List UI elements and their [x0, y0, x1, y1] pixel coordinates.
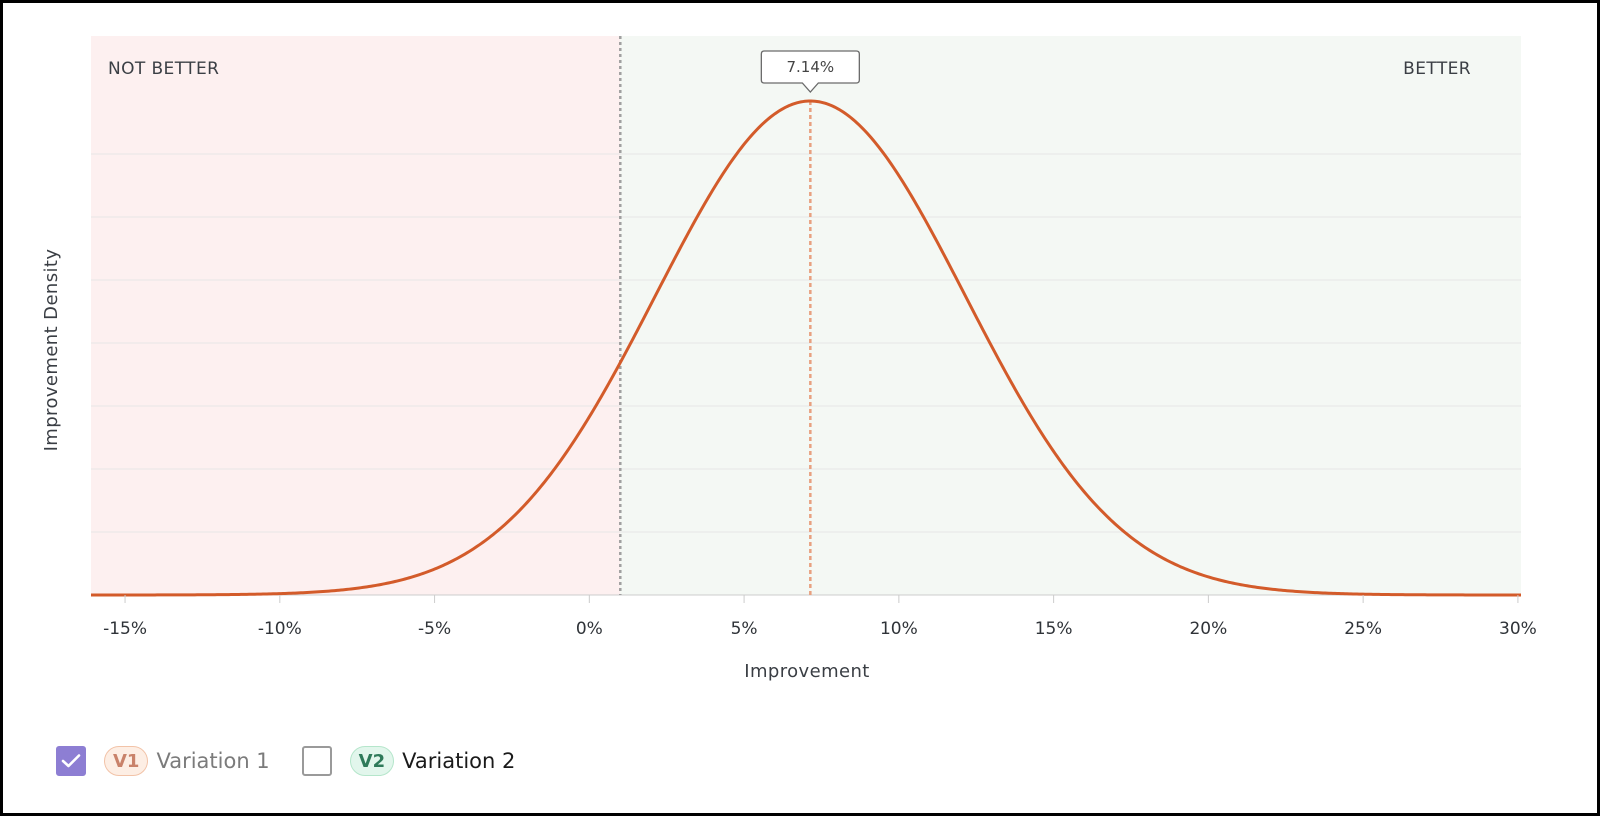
density-curve — [91, 99, 1521, 597]
x-tick-label: 0% — [576, 619, 603, 639]
x-tick-label: -10% — [258, 619, 302, 639]
x-tick-label: -15% — [103, 619, 147, 639]
variation-2-checkbox[interactable] — [301, 746, 332, 776]
y-axis-title: Improvement Density — [41, 249, 62, 452]
variation-1-checkbox[interactable] — [56, 746, 86, 776]
legend-item-variation-1[interactable]: V1 Variation 1 — [56, 746, 270, 776]
mean-callout: 7.14% — [760, 50, 860, 93]
region-not-better — [91, 36, 621, 595]
region-label-not-better: NOT BETTER — [108, 59, 219, 79]
x-axis-ticks: -15% -10% -5% 0% 5% 10% 15% 20% 25% 30% — [103, 595, 1537, 639]
x-axis-title: Improvement — [744, 661, 870, 682]
callout-label: 7.14% — [787, 58, 835, 76]
variation-1-label: Variation 1 — [156, 749, 270, 773]
legend: V1 Variation 1 V2 Variation 2 — [56, 744, 547, 778]
x-tick-label: 25% — [1344, 619, 1382, 639]
gridlines — [91, 153, 1521, 533]
x-tick-label: 20% — [1189, 619, 1227, 639]
x-tick-label: 30% — [1499, 619, 1537, 639]
variation-2-badge: V2 — [349, 746, 395, 776]
variation-2-label: Variation 2 — [402, 749, 516, 773]
x-tick-label: 15% — [1035, 619, 1073, 639]
x-tick-label: 5% — [731, 619, 758, 639]
x-tick-label: 10% — [880, 619, 918, 639]
callout-box — [760, 50, 860, 93]
legend-item-variation-2[interactable]: V2 Variation 2 — [301, 746, 516, 776]
check-icon — [61, 754, 81, 768]
x-tick-label: -5% — [418, 619, 451, 639]
region-label-better: BETTER — [1403, 59, 1471, 79]
region-better — [620, 36, 1521, 595]
variation-1-badge: V1 — [104, 746, 149, 776]
